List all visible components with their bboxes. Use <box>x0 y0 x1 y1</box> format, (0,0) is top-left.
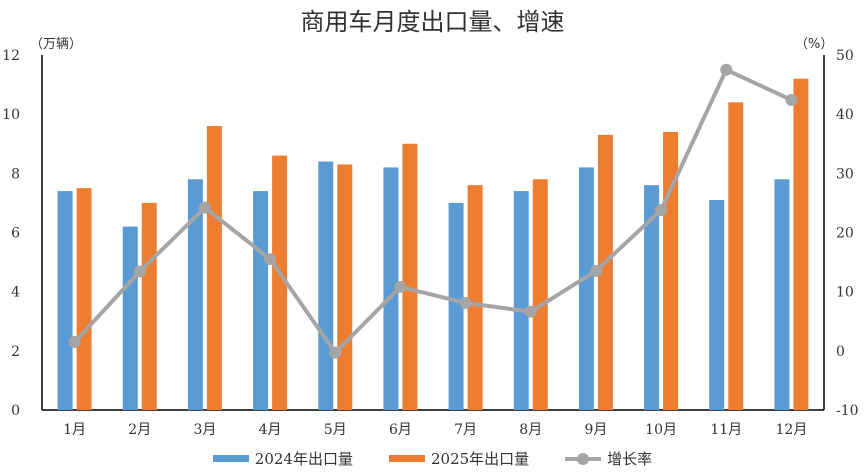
left-axis-tick: 10 <box>2 107 20 123</box>
x-axis-label: 4月 <box>259 422 282 438</box>
chart-legend: 2024年出口量 2025年出口量 增长率 <box>0 448 865 469</box>
left-axis-tick: 0 <box>11 403 20 419</box>
bar-2025 <box>272 155 288 410</box>
right-axis-tick: 50 <box>836 48 854 64</box>
left-axis-tick: 12 <box>2 48 20 64</box>
growth-point <box>589 264 602 277</box>
bar-2025 <box>793 78 809 411</box>
legend-swatch-2024 <box>212 455 249 462</box>
legend-swatch-growth <box>565 452 602 465</box>
legend-item-2025: 2025年出口量 <box>388 448 530 469</box>
x-axis-label: 2月 <box>128 422 151 438</box>
right-axis-unit: （%） <box>795 37 833 52</box>
chart-title: 商用车月度出口量、增速 <box>300 8 565 36</box>
left-axis-tick: 8 <box>11 166 20 182</box>
bar-2024 <box>318 161 334 410</box>
bar-2024 <box>383 167 399 410</box>
x-axis-label: 3月 <box>193 422 216 438</box>
growth-point <box>198 201 211 214</box>
growth-point <box>785 93 798 106</box>
growth-point <box>133 265 146 278</box>
x-axis-label: 12月 <box>776 422 808 438</box>
bar-2024 <box>774 179 790 410</box>
bar-2025 <box>597 134 613 410</box>
legend-item-2024: 2024年出口量 <box>212 448 353 469</box>
bar-2024 <box>578 167 594 410</box>
right-axis-tick: 20 <box>836 226 854 242</box>
right-axis-tick: 10 <box>836 285 854 301</box>
growth-point <box>720 63 733 76</box>
right-axis-tick: -10 <box>836 403 859 419</box>
legend-label-2025: 2025年出口量 <box>430 450 530 468</box>
x-axis-label: 10月 <box>645 422 677 438</box>
bar-2024 <box>122 226 138 410</box>
growth-point <box>655 204 668 217</box>
right-axis-tick: 30 <box>836 166 854 182</box>
legend-swatch-2025 <box>388 455 425 462</box>
chart-plot: （万辆） （%） 0 2 4 6 8 10 12 -10 0 10 20 30 40 50 1月 2月 3月 4月 5月… <box>2 37 859 438</box>
left-axis-tick: 6 <box>11 226 20 242</box>
right-axis-tick: 0 <box>836 344 845 360</box>
bar-2024 <box>513 191 529 410</box>
bar-2025 <box>206 126 222 410</box>
growth-point <box>394 280 407 293</box>
x-axis-label: 5月 <box>324 422 347 438</box>
bar-2025 <box>337 164 353 410</box>
left-axis-tick: 4 <box>11 285 20 301</box>
left-axis-tick: 2 <box>11 344 20 360</box>
left-axis-unit: （万辆） <box>30 37 82 52</box>
bar-2025 <box>76 188 92 410</box>
bar-2024 <box>253 191 269 410</box>
bar-2025 <box>728 102 744 410</box>
growth-point <box>459 296 472 309</box>
growth-line <box>73 67 793 355</box>
growth-point <box>524 305 537 318</box>
bar-2025 <box>532 179 548 410</box>
growth-point <box>329 346 342 359</box>
bar-2024 <box>644 185 660 410</box>
x-axis-label: 8月 <box>519 422 542 438</box>
bar-2024 <box>57 191 73 410</box>
legend-label-growth: 增长率 <box>607 450 653 468</box>
bar-2024 <box>709 199 725 410</box>
growth-point <box>68 335 81 348</box>
bar-2025 <box>467 185 483 410</box>
bar-2024 <box>448 202 464 410</box>
x-axis-label: 9月 <box>584 422 607 438</box>
bar-2025 <box>402 143 418 410</box>
legend-item-growth: 增长率 <box>565 448 652 469</box>
x-axis-label: 1月 <box>63 422 86 438</box>
legend-label-2024: 2024年出口量 <box>254 450 353 468</box>
bar-2025 <box>141 202 157 410</box>
growth-point <box>264 253 277 266</box>
x-axis-label: 7月 <box>454 422 477 438</box>
x-axis-label: 6月 <box>389 422 412 438</box>
right-axis-tick: 40 <box>836 107 854 123</box>
x-axis-label: 11月 <box>710 422 742 438</box>
bar-2024 <box>187 179 203 410</box>
